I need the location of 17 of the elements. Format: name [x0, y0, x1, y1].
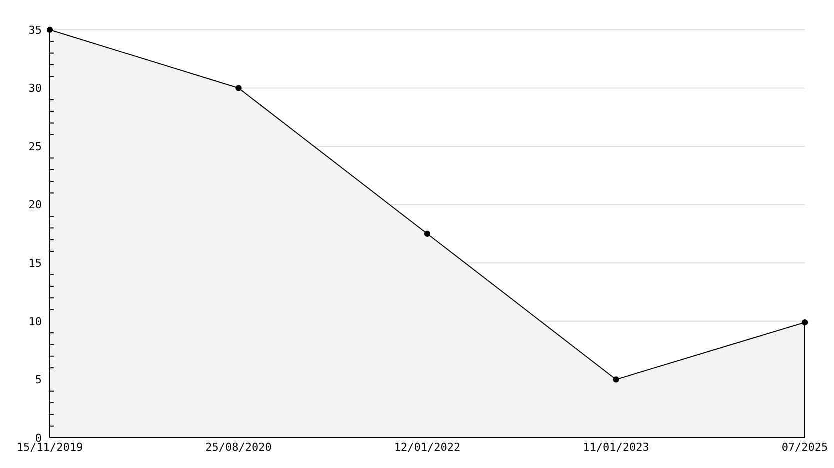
point: [613, 376, 620, 383]
point: [424, 230, 431, 238]
y-tick-label: 20: [28, 198, 42, 212]
y-tick-label: 35: [28, 24, 42, 37]
point: [46, 26, 54, 34]
x-tick-label: 25/08/2020: [206, 441, 272, 454]
x-tick-label: 07/2025: [782, 441, 828, 454]
point: [236, 85, 242, 92]
y-tick-label: 25: [28, 140, 42, 154]
y-tick-label: 15: [28, 256, 42, 270]
x-tick-label: 12/01/2022: [394, 441, 461, 454]
x-tick-label: 11/01/2023: [583, 441, 650, 454]
y-tick-label: 10: [28, 315, 42, 328]
x-tick-label: 15/11/2019: [16, 441, 84, 454]
point: [802, 320, 808, 326]
y-tick-label: 5: [35, 374, 42, 387]
y-tick-label: 30: [28, 82, 42, 96]
